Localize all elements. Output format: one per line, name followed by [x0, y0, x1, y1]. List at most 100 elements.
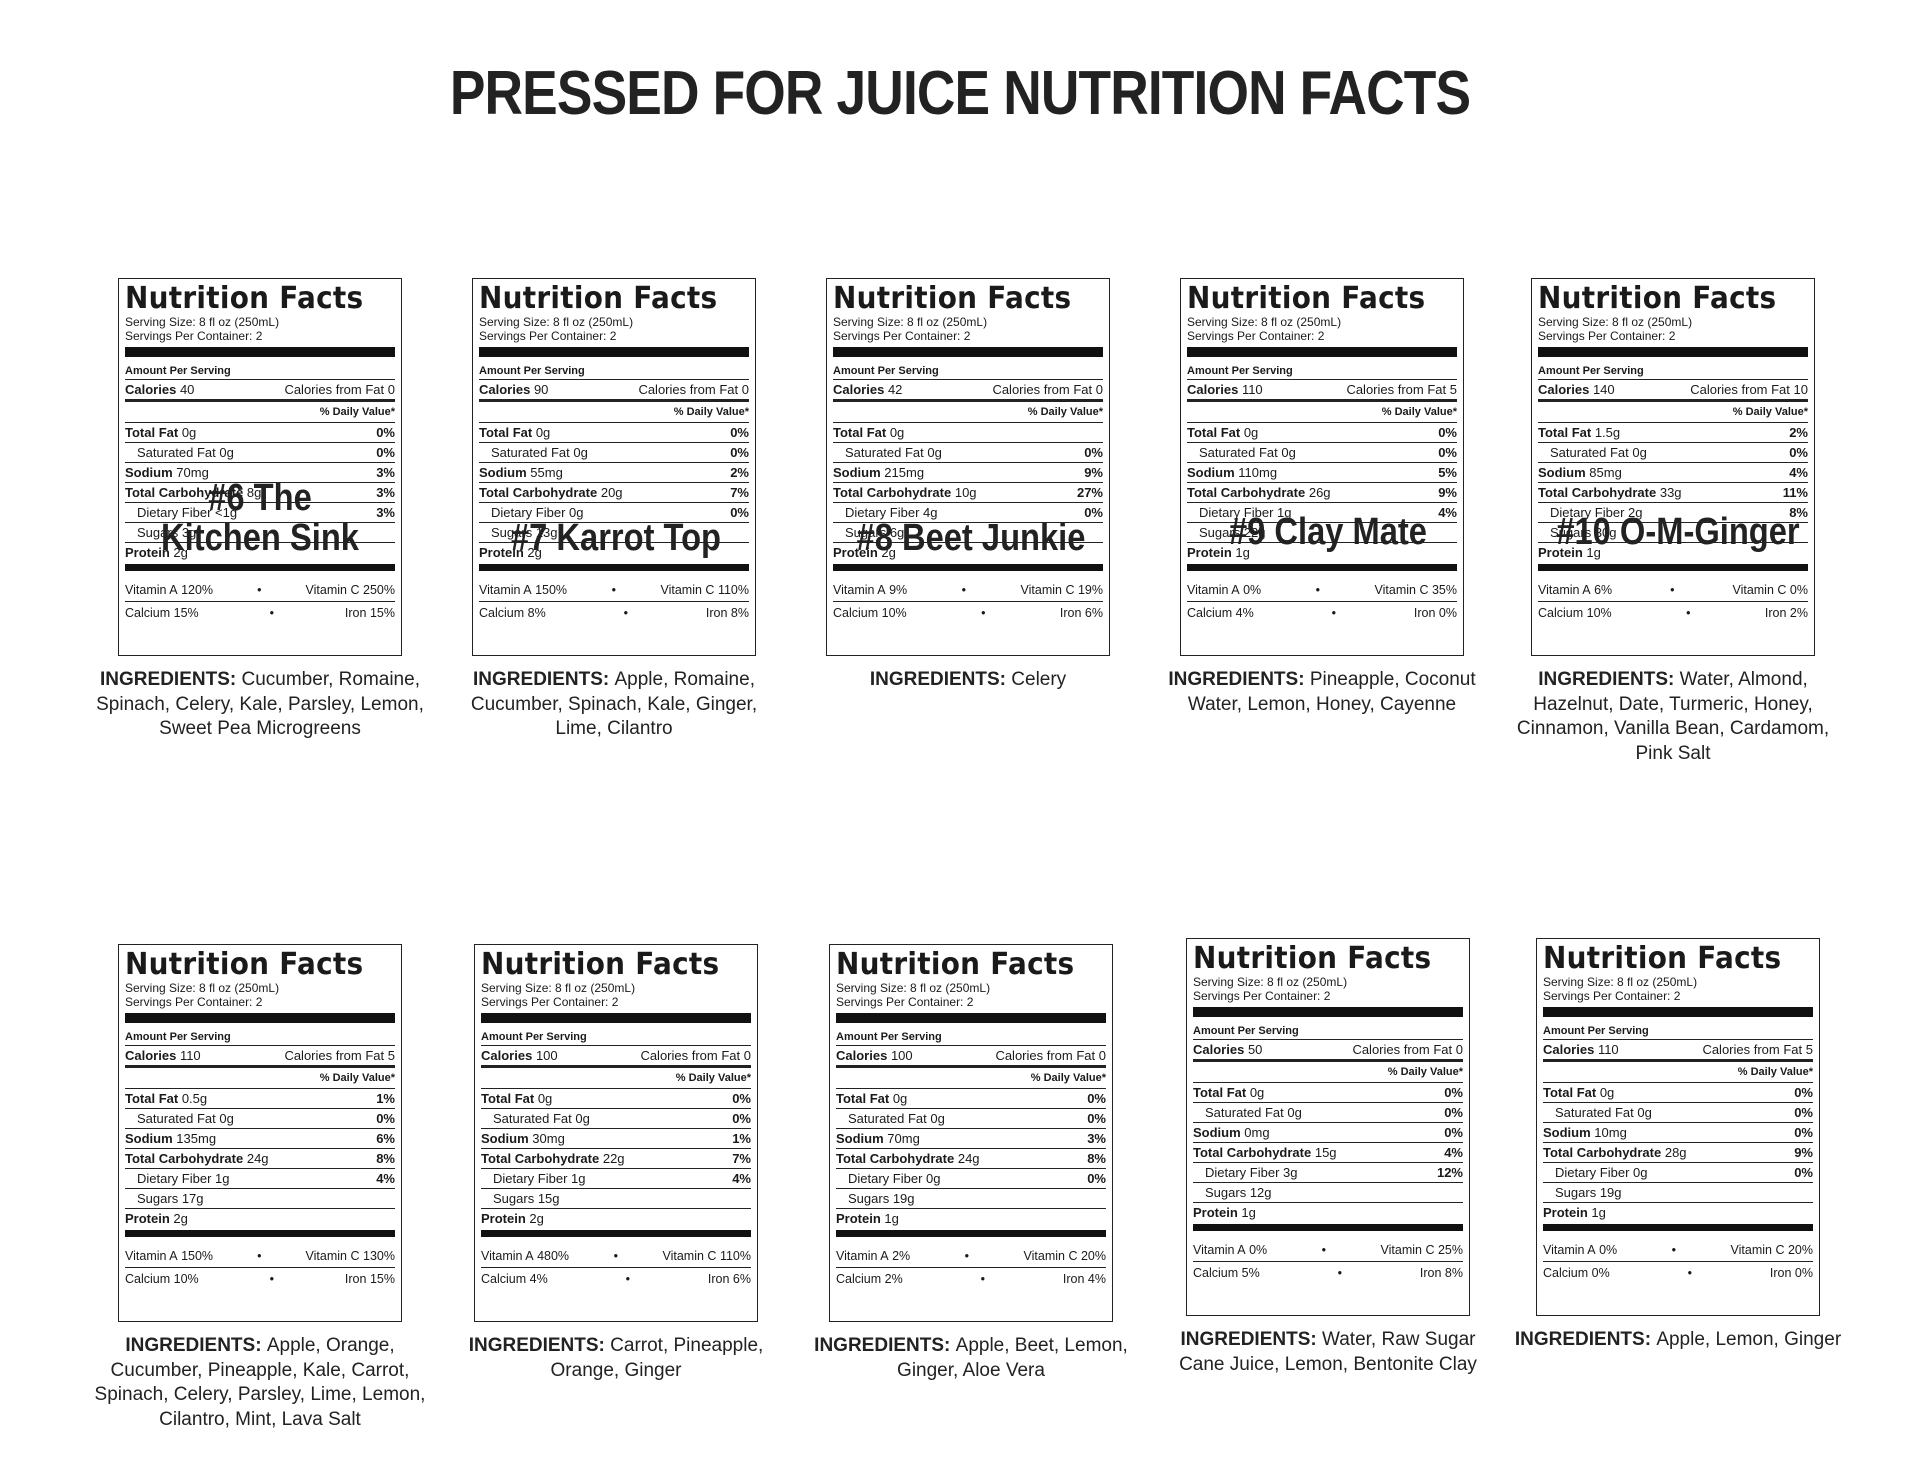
total-carb-dv: 9%: [1438, 485, 1457, 500]
dietary-fiber-value: 2g: [1628, 505, 1643, 520]
thick-divider: [479, 564, 749, 571]
protein-row: Protein 2g: [125, 1209, 395, 1228]
sugars-row: Sugars 30g: [1538, 523, 1808, 543]
juice-name: #6 The Kitchen Sink: [86, 478, 433, 558]
saturated-fat-label: Saturated Fat: [848, 1111, 927, 1126]
calcium-label: Calcium: [1543, 1266, 1589, 1280]
protein-value: 1g: [1591, 1205, 1606, 1220]
sugars-value: 12g: [1249, 1185, 1272, 1200]
calories-row: Calories 140 Calories from Fat 10: [1538, 380, 1808, 402]
saturated-fat-value: 0g: [930, 1111, 945, 1126]
sugars-value: 3g: [181, 525, 197, 540]
ingredients-label: INGREDIENTS:: [869, 669, 1006, 690]
nutrition-facts-title: Nutrition Facts: [1543, 941, 1782, 976]
total-fat-label: Total Fat: [836, 1091, 890, 1106]
nutrition-label: Nutrition Facts Serving Size: 8 fl oz (2…: [118, 944, 402, 1322]
total-fat-value: 0g: [1599, 1085, 1615, 1100]
calories-label: Calories: [836, 1048, 888, 1063]
sugars-value: 6g: [889, 525, 905, 540]
calories-from-fat-value: 0: [743, 1048, 751, 1063]
vitamin-c-value: 20%: [1080, 1249, 1106, 1263]
calories-value: 110: [1597, 1042, 1619, 1057]
total-carb-value: 10g: [954, 485, 977, 500]
bullet: •: [1337, 1266, 1342, 1280]
daily-value-header: % Daily Value*: [833, 402, 1103, 423]
sugars-label: Sugars: [491, 525, 533, 540]
nutrition-label: Nutrition Facts Serving Size: 8 fl oz (2…: [1180, 278, 1464, 656]
dietary-fiber-label: Dietary Fiber: [491, 505, 566, 520]
total-carb-label: Total Carbohydrate: [125, 485, 244, 500]
saturated-fat-value: 0g: [219, 445, 234, 460]
vitamin-c-value: 250%: [363, 583, 395, 597]
total-fat-row: Total Fat 1.5g 2%: [1538, 423, 1808, 443]
vitamin-a-value: 6%: [1594, 583, 1613, 597]
saturated-fat-label: Saturated Fat: [1199, 445, 1278, 460]
bullet: •: [269, 1272, 274, 1286]
protein-label: Protein: [1187, 545, 1232, 560]
serving-size: Serving Size: 8 fl oz (250mL): [1538, 315, 1693, 329]
iron-value: 6%: [732, 1272, 751, 1286]
calcium-value: 2%: [884, 1272, 903, 1286]
dietary-fiber-label: Dietary Fiber: [493, 1171, 568, 1186]
ingredients-list: Water, Raw Sugar Cane Juice, Lemon, Bent…: [1179, 1329, 1477, 1375]
minerals-row: Calcium 8% • Iron 8%: [479, 602, 749, 624]
bullet: •: [981, 606, 986, 620]
calcium-value: 15%: [173, 606, 199, 620]
serving-size: Serving Size: 8 fl oz (250mL): [833, 315, 988, 329]
vitamin-a-label: Vitamin A: [833, 583, 886, 597]
vitamin-a-value: 150%: [181, 1249, 214, 1263]
minerals-row: Calcium 15% • Iron 15%: [125, 602, 395, 624]
protein-value: 2g: [173, 1211, 188, 1226]
juice-name-line: Kitchen Sink: [161, 517, 359, 559]
saturated-fat-value: 0g: [927, 445, 942, 460]
protein-value: 2g: [173, 545, 188, 560]
sugars-row: Sugars 22g: [1187, 523, 1457, 543]
amount-per-serving: Amount Per Serving: [479, 363, 749, 380]
calcium-label: Calcium: [1538, 606, 1584, 620]
thick-divider: [125, 564, 395, 571]
total-fat-value: 0.5g: [181, 1091, 208, 1106]
dietary-fiber-row: Dietary Fiber 1g 4%: [1187, 503, 1457, 523]
dietary-fiber-row: Dietary Fiber 4g 0%: [833, 503, 1103, 523]
total-carb-label: Total Carbohydrate: [479, 485, 598, 500]
sodium-dv: 5%: [1438, 465, 1457, 480]
total-fat-value: 0g: [1243, 425, 1259, 440]
total-fat-label: Total Fat: [1543, 1085, 1597, 1100]
servings-per-container: Servings Per Container: 2: [479, 329, 617, 343]
servings-per-container: Servings Per Container: 2: [125, 329, 263, 343]
sodium-dv: 3%: [1087, 1131, 1106, 1146]
dietary-fiber-dv: 3%: [376, 505, 395, 520]
amount-per-serving: Amount Per Serving: [836, 1029, 1106, 1046]
saturated-fat-row: Saturated Fat 0g 0%: [1538, 443, 1808, 463]
amount-per-serving: Amount Per Serving: [1538, 363, 1808, 380]
total-carb-row: Total Carbohydrate 24g 8%: [125, 1149, 395, 1169]
thick-divider: [1187, 564, 1457, 571]
nutrition-facts-title: Nutrition Facts: [1187, 281, 1426, 316]
total-fat-value: 0g: [1249, 1085, 1265, 1100]
daily-value-header: % Daily Value*: [836, 1068, 1106, 1089]
protein-row: Protein 2g: [833, 543, 1103, 562]
dietary-fiber-value: 0g: [926, 1171, 941, 1186]
daily-value-header: % Daily Value*: [125, 402, 395, 423]
iron-value: 6%: [1084, 606, 1103, 620]
total-fat-dv: 2%: [1789, 425, 1808, 440]
bullet: •: [611, 583, 616, 597]
sodium-row: Sodium 30mg 1%: [481, 1129, 751, 1149]
juice-name-line: #9 Clay Mate: [1228, 511, 1427, 553]
protein-label: Protein: [833, 545, 878, 560]
dietary-fiber-row: Dietary Fiber 0g 0%: [1543, 1163, 1813, 1183]
protein-row: Protein 1g: [1193, 1203, 1463, 1222]
calories-from-fat-label: Calories from Fat: [1690, 382, 1790, 397]
ingredients: INGREDIENTS: Pineapple, Coconut Water, L…: [1155, 668, 1489, 717]
total-carb-value: 28g: [1664, 1145, 1687, 1160]
saturated-fat-row: Saturated Fat 0g 0%: [1193, 1103, 1463, 1123]
calcium-label: Calcium: [479, 606, 525, 620]
saturated-fat-label: Saturated Fat: [491, 445, 570, 460]
ingredients-list: Apple, Beet, Lemon, Ginger, Aloe Vera: [897, 1335, 1128, 1381]
protein-label: Protein: [836, 1211, 881, 1226]
calories-row: Calories 110 Calories from Fat 5: [125, 1046, 395, 1068]
total-fat-dv: 0%: [1087, 1091, 1106, 1106]
thick-divider: [125, 1230, 395, 1237]
total-fat-value: 0g: [892, 1091, 908, 1106]
sugars-label: Sugars: [1205, 1185, 1247, 1200]
